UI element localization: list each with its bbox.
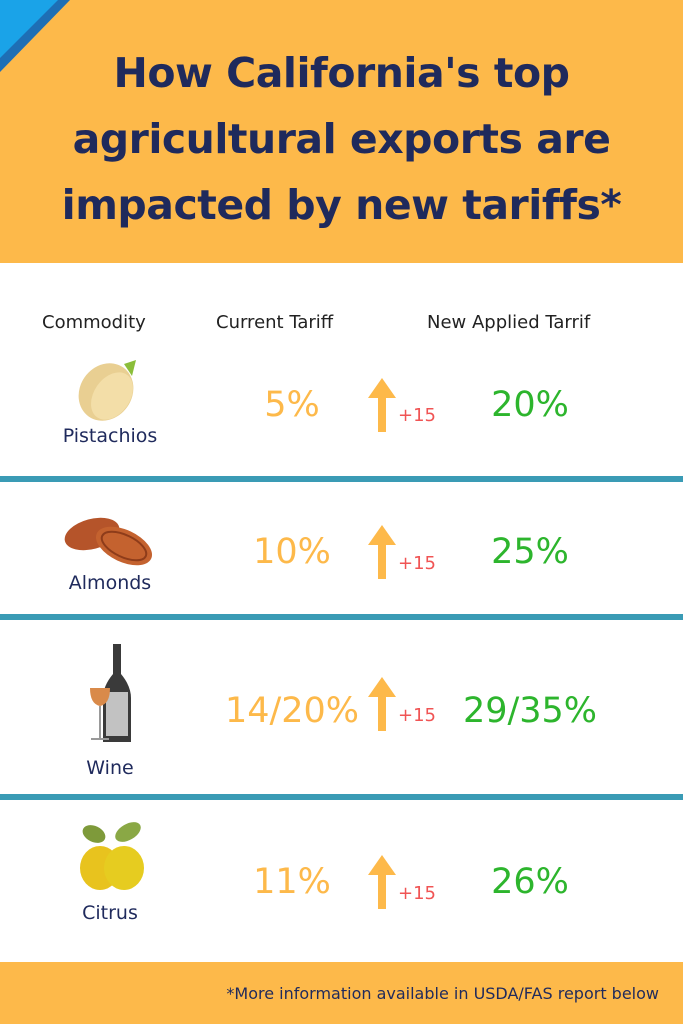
pistachio-icon xyxy=(78,360,136,421)
almond-icon xyxy=(64,517,153,566)
title-line: agricultural exports are xyxy=(72,115,611,163)
new-tariff: 29/35% xyxy=(462,691,598,731)
new-tariff: 26% xyxy=(491,862,569,902)
wine-icon xyxy=(90,644,131,742)
tariff-increase: +15 xyxy=(398,553,436,574)
lemon-icon xyxy=(80,822,144,890)
footer-banner: *More information available in USDA/FAS … xyxy=(0,962,683,1024)
tariff-increase: +15 xyxy=(398,405,436,426)
arrow-up-icon xyxy=(368,378,396,432)
row-divider xyxy=(0,614,683,620)
new-tariff: 20% xyxy=(491,385,569,425)
commodity-name: Citrus xyxy=(82,902,138,924)
commodity-name: Pistachios xyxy=(62,425,158,447)
new-tariff: 25% xyxy=(491,532,569,572)
commodity-name: Wine xyxy=(86,757,134,779)
commodity-name: Almonds xyxy=(68,572,152,594)
current-tariff: 14/20% xyxy=(224,691,360,731)
page-title: How California's top agricultural export… xyxy=(0,40,683,238)
current-tariff: 11% xyxy=(253,862,331,902)
title-line: impacted by new tariffs* xyxy=(61,181,622,229)
arrow-up-icon xyxy=(368,677,396,731)
footnote: *More information available in USDA/FAS … xyxy=(226,984,659,1003)
column-header-new: New Applied Tarrif xyxy=(427,312,591,333)
current-tariff: 10% xyxy=(253,532,331,572)
current-tariff: 5% xyxy=(264,385,320,425)
corner-decoration xyxy=(0,0,70,72)
column-header-commodity: Commodity xyxy=(42,312,146,333)
header-banner: How California's top agricultural export… xyxy=(0,0,683,263)
row-divider xyxy=(0,794,683,800)
arrow-up-icon xyxy=(368,525,396,579)
tariff-increase: +15 xyxy=(398,705,436,726)
arrow-up-icon xyxy=(368,855,396,909)
title-line: How California's top xyxy=(113,49,570,97)
tariff-increase: +15 xyxy=(398,883,436,904)
column-header-current: Current Tariff xyxy=(216,312,334,333)
row-divider xyxy=(0,476,683,482)
